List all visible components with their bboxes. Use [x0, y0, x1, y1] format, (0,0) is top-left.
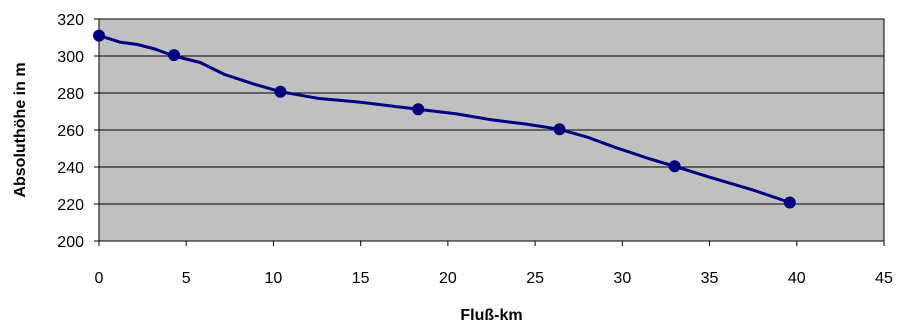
y-tick-label-200: 200	[57, 234, 84, 251]
x-tick-label-35: 35	[701, 270, 719, 287]
x-tick-label-25: 25	[526, 270, 544, 287]
data-point-6	[668, 160, 681, 173]
axes	[94, 18, 885, 246]
y-tick-label-240: 240	[57, 160, 84, 177]
y-tick-label-320: 320	[57, 12, 84, 29]
data-point-7	[783, 196, 796, 209]
x-tick-label-10: 10	[265, 270, 283, 287]
x-axis-title: Fluß-km	[460, 307, 522, 324]
x-tick-label-45: 45	[875, 270, 893, 287]
x-axis-tick-labels: 0 5 10 15 20 25 30 35 40 45	[95, 270, 893, 287]
x-tick-label-5: 5	[182, 270, 191, 287]
x-tick-label-0: 0	[95, 270, 104, 287]
x-tick-label-40: 40	[788, 270, 806, 287]
y-axis-title: Absoluthöhe in m	[12, 62, 29, 197]
data-point-5	[553, 123, 566, 136]
y-tick-label-280: 280	[57, 86, 84, 103]
y-tick-label-260: 260	[57, 123, 84, 140]
y-axis-tick-labels: 200 220 240 260 280 300 320	[57, 12, 84, 251]
y-tick-label-300: 300	[57, 49, 84, 66]
x-tick-label-20: 20	[439, 270, 457, 287]
data-point-1	[93, 29, 105, 42]
data-point-2	[168, 49, 181, 62]
data-point-3	[274, 85, 287, 98]
x-tick-label-15: 15	[352, 270, 370, 287]
data-point-4	[412, 103, 425, 116]
gridlines	[99, 55, 884, 205]
x-tick-label-30: 30	[613, 270, 631, 287]
series-markers	[93, 29, 796, 209]
y-tick-label-220: 220	[57, 197, 84, 214]
